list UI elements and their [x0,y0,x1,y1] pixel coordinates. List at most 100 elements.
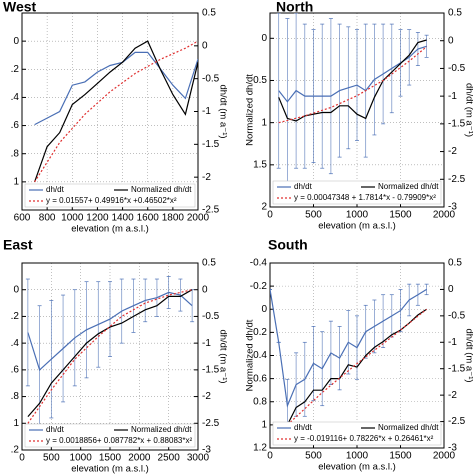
y2-tick-label: 0 [202,40,208,51]
series-line [27,291,193,371]
y2-tick-label: -2.5 [448,416,466,427]
y-tick-label: .2 [11,64,20,75]
y-axis-label: Normalized dh/dt [245,74,256,146]
y-axis-label: Normalized dh/dt [245,319,256,391]
y-tick-label: 1 [261,420,267,431]
y-tick-label: .6 [11,120,20,131]
y-tick-label: 0 [261,33,267,44]
legend-box [272,421,442,446]
series-line [34,51,198,126]
plot-content [34,40,198,183]
y2-tick-label: -0.5 [448,310,466,321]
x-axis-label: elevation (m a.s.l.) [71,464,149,474]
y2-tick-label: -2 [202,391,211,402]
x-tick-label: 1000 [346,451,369,462]
y2-tick-label: -2 [448,390,457,401]
panel-title: West [3,0,37,15]
y-tick-label: 1 [13,418,19,429]
y2-tick-label: -1 [202,338,211,349]
y-tick-label: 1.2 [253,443,267,454]
panel-title: South [268,237,308,253]
y2-tick-label: -3 [202,445,211,456]
y2-axis-label: dh/dt (m a⁻¹) [463,83,474,137]
legend-label: dh/dt [294,423,313,432]
plot-frame [21,12,199,211]
y-tick-label: 1 [261,117,267,128]
y2-tick-label: 0.5 [448,8,462,19]
series-line [27,289,193,417]
x-tick-label: 600 [14,213,31,224]
y2-tick-label: 0 [202,284,208,295]
plot-frame [269,12,445,208]
y-tick-label: 2 [261,202,267,213]
x-tick-label: 500 [43,453,60,464]
y2-axis-label: dh/dt (m a⁻¹) [217,329,228,383]
x-axis-label: elevation (m a.s.l.) [318,462,396,473]
y-tick-label: 0 [13,36,19,47]
y2-tick-label: -1 [448,337,457,348]
y2-tick-label: -1.5 [202,364,220,375]
y-tick-label: 0.2 [253,327,267,338]
x-tick-label: 1500 [99,453,122,464]
y2-tick-label: -1.5 [448,118,466,129]
series-line [34,40,198,183]
x-tick-label: 1800 [162,213,185,224]
x-tick-label: 2000 [187,213,210,224]
legend-label: dh/dt [46,185,65,194]
y2-axis-label: dh/dt (m a⁻¹) [463,328,474,382]
y2-tick-label: -2.5 [202,418,220,429]
y-tick-label: .2 [11,311,20,322]
y2-tick-label: -0.5 [202,311,220,322]
y-tick-label: .8 [11,148,20,159]
y-tick-label: .6 [11,364,20,375]
series-line [278,45,427,103]
x-tick-label: 1000 [70,453,93,464]
panel: North 0 500 1000 1500 2000 0 0.5 1 1.5 2 0.5 0 -0.5 -1… [245,0,474,232]
series-line [286,308,427,426]
x-tick-label: 1500 [389,451,412,462]
x-tick-label: 3000 [187,453,210,464]
plot-frame [21,262,199,451]
y-tick-label: 1 [13,176,19,187]
x-tick-label: 500 [305,451,322,462]
legend-label: dh/dt [46,425,65,434]
x-tick-label: 1600 [137,213,160,224]
x-tick-label: 500 [305,210,322,221]
x-tick-label: 1000 [346,210,369,221]
panel-title: North [276,0,313,15]
y-tick-label: 0 [13,284,19,295]
x-axis-label: elevation (m a.s.l.) [71,224,149,235]
legend-label: Normalized dh/dt [378,423,439,432]
y-tick-label: .4 [11,92,20,103]
x-axis-label: elevation (m a.s.l.) [318,221,396,232]
series-line [34,40,198,183]
y-tick-label: -0.4 [250,258,268,269]
legend-label: Normalized dh/dt [131,185,192,194]
legend-label: y = -0.019116+ 0.78226*x + 0.26461*x² [294,434,434,443]
legend-box [24,423,196,448]
series-line [270,288,427,408]
y-tick-label: 0.6 [253,373,267,384]
series-line [278,46,427,124]
y2-tick-label: -0.5 [448,63,466,74]
x-tick-label: 2000 [128,453,151,464]
y2-tick-label: 0.5 [202,258,216,269]
x-tick-label: 0 [267,451,273,462]
y-tick-label: .4 [11,338,20,349]
y2-tick-label: -2.5 [448,174,466,185]
legend-label: y = 0.01557+ 0.49916*x +0.46502*x² [46,196,177,205]
x-tick-label: 1000 [61,213,84,224]
y2-tick-label: -1.5 [202,139,220,150]
x-tick-label: 0 [267,210,273,221]
y2-tick-label: -1 [202,106,211,117]
legend-box [24,183,196,208]
panel-title: East [3,237,33,253]
y2-axis-label: dh/dt (m a⁻¹) [217,84,228,138]
y-tick-label: 0.4 [253,350,267,361]
plot-frame [269,262,445,449]
y-tick-label: 0.5 [253,75,267,86]
y-tick-label: 0 [261,304,267,315]
x-tick-label: 2000 [433,210,456,221]
